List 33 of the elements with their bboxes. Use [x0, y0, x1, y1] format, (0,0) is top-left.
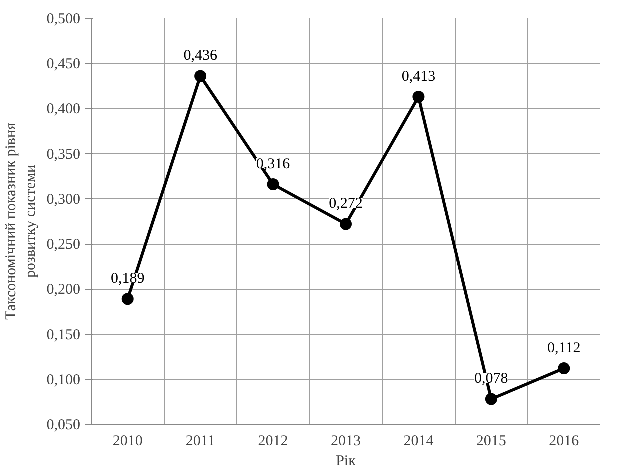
point — [485, 393, 498, 406]
x-tick-label: 2013 — [331, 434, 361, 450]
y-tick-label: 0,100 — [46, 372, 80, 388]
x-tick-label: 2012 — [258, 434, 288, 450]
y-tick-label: 0,450 — [46, 56, 80, 73]
data-label: 0,272 — [329, 196, 363, 212]
x-axis-title: Рік — [336, 454, 357, 470]
y-tick-label: 0,050 — [46, 418, 80, 434]
data-label: 0,078 — [474, 371, 508, 388]
point — [122, 293, 134, 306]
x-tick-label: 2010 — [112, 434, 143, 450]
y-tick-label: 0,400 — [46, 102, 80, 118]
point — [558, 362, 570, 375]
data-label: 0,436 — [184, 48, 218, 64]
y-tick-label: 0,350 — [46, 146, 80, 163]
point — [267, 178, 280, 190]
y-tick-label: 0,250 — [46, 237, 80, 254]
y-tick-label: 0,150 — [46, 327, 80, 344]
y-tick-label: 0,300 — [46, 192, 80, 208]
y-tick-label: 0,200 — [46, 282, 80, 298]
data-label: 0,112 — [548, 340, 581, 357]
data-label: 0,413 — [402, 68, 436, 85]
data-label: 0,189 — [110, 271, 145, 288]
data-label: 0,316 — [256, 156, 291, 173]
x-tick-label: 2015 — [476, 434, 506, 450]
point — [194, 70, 207, 82]
x-tick-label: 2016 — [549, 434, 580, 450]
point — [340, 218, 352, 230]
y-axis-title: Таксономічний показник рівня розвитку системи — [4, 123, 39, 320]
y-tick-label: 0,500 — [46, 12, 80, 28]
x-tick-label: 2011 — [186, 434, 216, 450]
point — [412, 91, 425, 103]
x-tick-label: 2014 — [404, 434, 434, 450]
